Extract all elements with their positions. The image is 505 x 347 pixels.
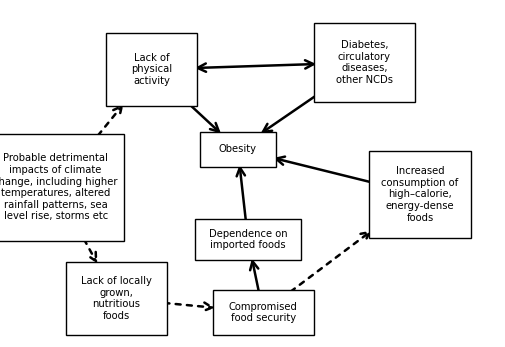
Text: Dependence on
imported foods: Dependence on imported foods (208, 229, 287, 250)
FancyBboxPatch shape (369, 151, 470, 238)
FancyBboxPatch shape (199, 132, 275, 167)
Text: Lack of locally
grown,
nutritious
foods: Lack of locally grown, nutritious foods (81, 276, 152, 321)
FancyBboxPatch shape (194, 219, 300, 260)
FancyBboxPatch shape (313, 23, 414, 102)
Text: Increased
consumption of
high–calorie,
energy-dense
foods: Increased consumption of high–calorie, e… (381, 166, 458, 222)
Text: Obesity: Obesity (218, 144, 257, 154)
FancyBboxPatch shape (66, 262, 167, 335)
Text: Lack of
physical
activity: Lack of physical activity (131, 53, 172, 86)
Text: Probable detrimental
impacts of climate
change, including higher
temperatures, a: Probable detrimental impacts of climate … (0, 153, 118, 221)
FancyBboxPatch shape (0, 134, 124, 241)
FancyBboxPatch shape (106, 33, 197, 106)
Text: Diabetes,
circulatory
diseases,
other NCDs: Diabetes, circulatory diseases, other NC… (335, 40, 392, 85)
FancyBboxPatch shape (212, 290, 313, 335)
Text: Compromised
food security: Compromised food security (228, 302, 297, 323)
